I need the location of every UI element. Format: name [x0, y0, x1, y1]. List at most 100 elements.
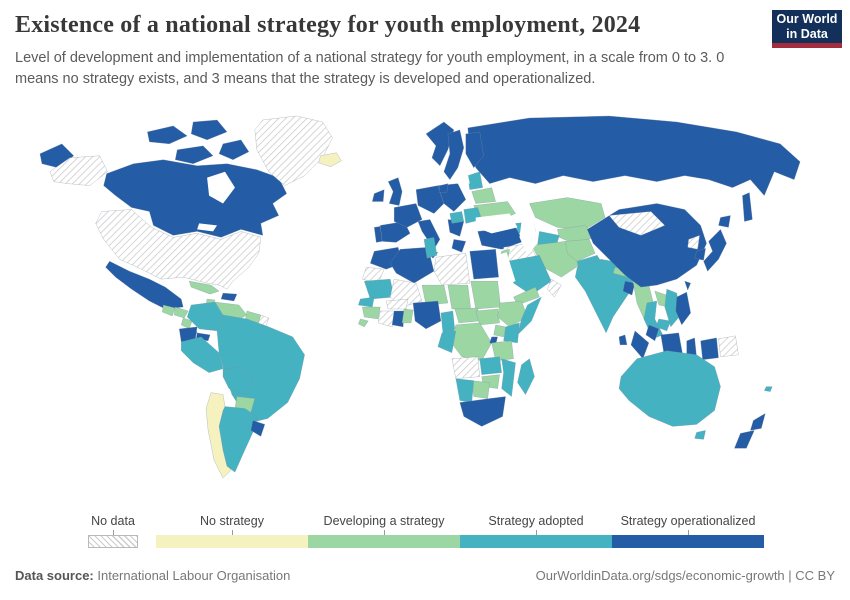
country-angola[interactable]	[451, 356, 480, 379]
country-germany[interactable]	[415, 185, 445, 214]
legend-item-adopted[interactable]: Strategy adopted	[460, 514, 612, 548]
country-canada[interactable]	[175, 145, 214, 164]
country-benin[interactable]	[401, 308, 414, 324]
country-north-korea[interactable]	[687, 235, 700, 250]
country-united-states[interactable]	[95, 209, 262, 290]
country-fiji[interactable]	[764, 386, 773, 392]
country-canada[interactable]	[147, 125, 188, 145]
country-namibia[interactable]	[455, 378, 475, 403]
country-australia[interactable]	[618, 350, 721, 427]
country-burkina-faso[interactable]	[385, 298, 409, 310]
country-chad[interactable]	[447, 284, 472, 310]
legend-item-no-data[interactable]: No data	[88, 514, 138, 548]
country-south-africa[interactable]	[459, 396, 506, 427]
credit-link[interactable]: OurWorldinData.org/sdgs/economic-growth …	[535, 568, 835, 583]
country-uganda[interactable]	[493, 324, 506, 338]
country-baltic-states[interactable]	[467, 171, 483, 190]
data-source-value: International Labour Organisation	[97, 568, 291, 583]
country-cote-divoire[interactable]	[377, 310, 395, 328]
country-guatemala[interactable]	[162, 304, 176, 317]
country-oman[interactable]	[547, 278, 562, 298]
owid-logo[interactable]: Our World in Data	[772, 10, 842, 48]
country-canada[interactable]	[103, 159, 287, 238]
country-cameroon[interactable]	[440, 310, 456, 334]
country-sweden[interactable]	[443, 129, 465, 180]
country-kenya[interactable]	[503, 322, 520, 344]
country-taiwan[interactable]	[684, 280, 691, 291]
country-honduras[interactable]	[174, 306, 189, 319]
legend-swatch-no-strategy[interactable]	[156, 535, 308, 548]
legend-swatch-no-data[interactable]	[88, 535, 138, 548]
country-cambodia[interactable]	[655, 318, 672, 332]
country-united-states-alaska[interactable]	[49, 155, 108, 186]
country-somalia[interactable]	[517, 296, 542, 336]
country-congo[interactable]	[437, 330, 457, 354]
owid-logo-line2: in Data	[786, 26, 828, 41]
country-tunisia[interactable]	[423, 237, 438, 259]
water-black-sea	[475, 213, 518, 234]
country-iceland[interactable]	[318, 152, 342, 167]
country-canada[interactable]	[190, 119, 228, 141]
country-indonesia-papua[interactable]	[700, 337, 719, 360]
country-peru[interactable]	[180, 336, 224, 373]
country-mongolia[interactable]	[608, 211, 666, 236]
legend-item-no-strategy[interactable]: No strategy	[156, 514, 308, 548]
country-philippines[interactable]	[675, 291, 691, 326]
legend-swatch-developing[interactable]	[308, 535, 460, 548]
country-new-zealand-south[interactable]	[734, 430, 755, 449]
country-ethiopia[interactable]	[497, 300, 528, 328]
country-nigeria[interactable]	[412, 300, 442, 330]
country-hungary[interactable]	[449, 211, 465, 224]
country-russia[interactable]	[467, 115, 801, 196]
country-sierra-leone[interactable]	[358, 318, 369, 328]
country-libya[interactable]	[433, 253, 471, 286]
country-mozambique[interactable]	[501, 358, 516, 397]
country-canada[interactable]	[218, 139, 250, 160]
country-denmark[interactable]	[438, 183, 449, 193]
country-norway[interactable]	[425, 121, 455, 166]
country-argentina[interactable]	[218, 406, 258, 473]
legend-item-operationalized[interactable]: Strategy operationalized	[612, 514, 764, 548]
country-sudan[interactable]	[470, 280, 501, 310]
country-finland[interactable]	[465, 131, 484, 168]
country-dr-congo[interactable]	[449, 322, 492, 361]
country-tanzania[interactable]	[491, 340, 514, 361]
country-bangladesh[interactable]	[622, 280, 636, 296]
legend-item-developing[interactable]: Developing a strategy	[308, 514, 460, 548]
country-greece[interactable]	[451, 239, 467, 253]
country-dominican-republic[interactable]	[220, 292, 238, 302]
country-france[interactable]	[393, 203, 423, 228]
legend-swatch-operationalized[interactable]	[612, 535, 764, 548]
country-australia-tasmania[interactable]	[694, 430, 706, 440]
country-united-kingdom[interactable]	[387, 177, 403, 206]
country-south-korea[interactable]	[694, 248, 706, 261]
country-madagascar[interactable]	[517, 358, 535, 395]
country-greenland[interactable]	[254, 115, 333, 186]
country-guinea[interactable]	[362, 306, 381, 320]
country-japan[interactable]	[703, 229, 727, 272]
country-cuba[interactable]	[188, 280, 220, 295]
country-botswana[interactable]	[471, 380, 490, 399]
country-new-zealand-north[interactable]	[750, 413, 766, 431]
country-papua-new-guinea[interactable]	[718, 335, 739, 358]
country-bolivia[interactable]	[222, 366, 254, 395]
country-zambia[interactable]	[479, 356, 502, 375]
country-central-african-republic[interactable]	[454, 307, 480, 324]
country-ghana[interactable]	[391, 310, 405, 328]
country-afghanistan[interactable]	[565, 239, 596, 262]
country-belarus[interactable]	[471, 187, 496, 204]
country-south-sudan[interactable]	[475, 308, 500, 326]
country-egypt[interactable]	[469, 249, 499, 280]
country-ireland[interactable]	[372, 189, 385, 202]
legend-swatch-adopted[interactable]	[460, 535, 612, 548]
country-brazil[interactable]	[216, 314, 305, 423]
country-uruguay[interactable]	[250, 420, 266, 437]
country-niger[interactable]	[421, 284, 449, 306]
country-mauritania[interactable]	[364, 278, 395, 300]
country-russia[interactable]	[742, 192, 753, 222]
country-japan-hokkaido[interactable]	[718, 215, 731, 228]
country-kazakhstan[interactable]	[529, 197, 606, 230]
country-sri-lanka[interactable]	[618, 334, 628, 346]
country-senegal[interactable]	[358, 296, 375, 308]
country-malaysia[interactable]	[645, 324, 660, 342]
